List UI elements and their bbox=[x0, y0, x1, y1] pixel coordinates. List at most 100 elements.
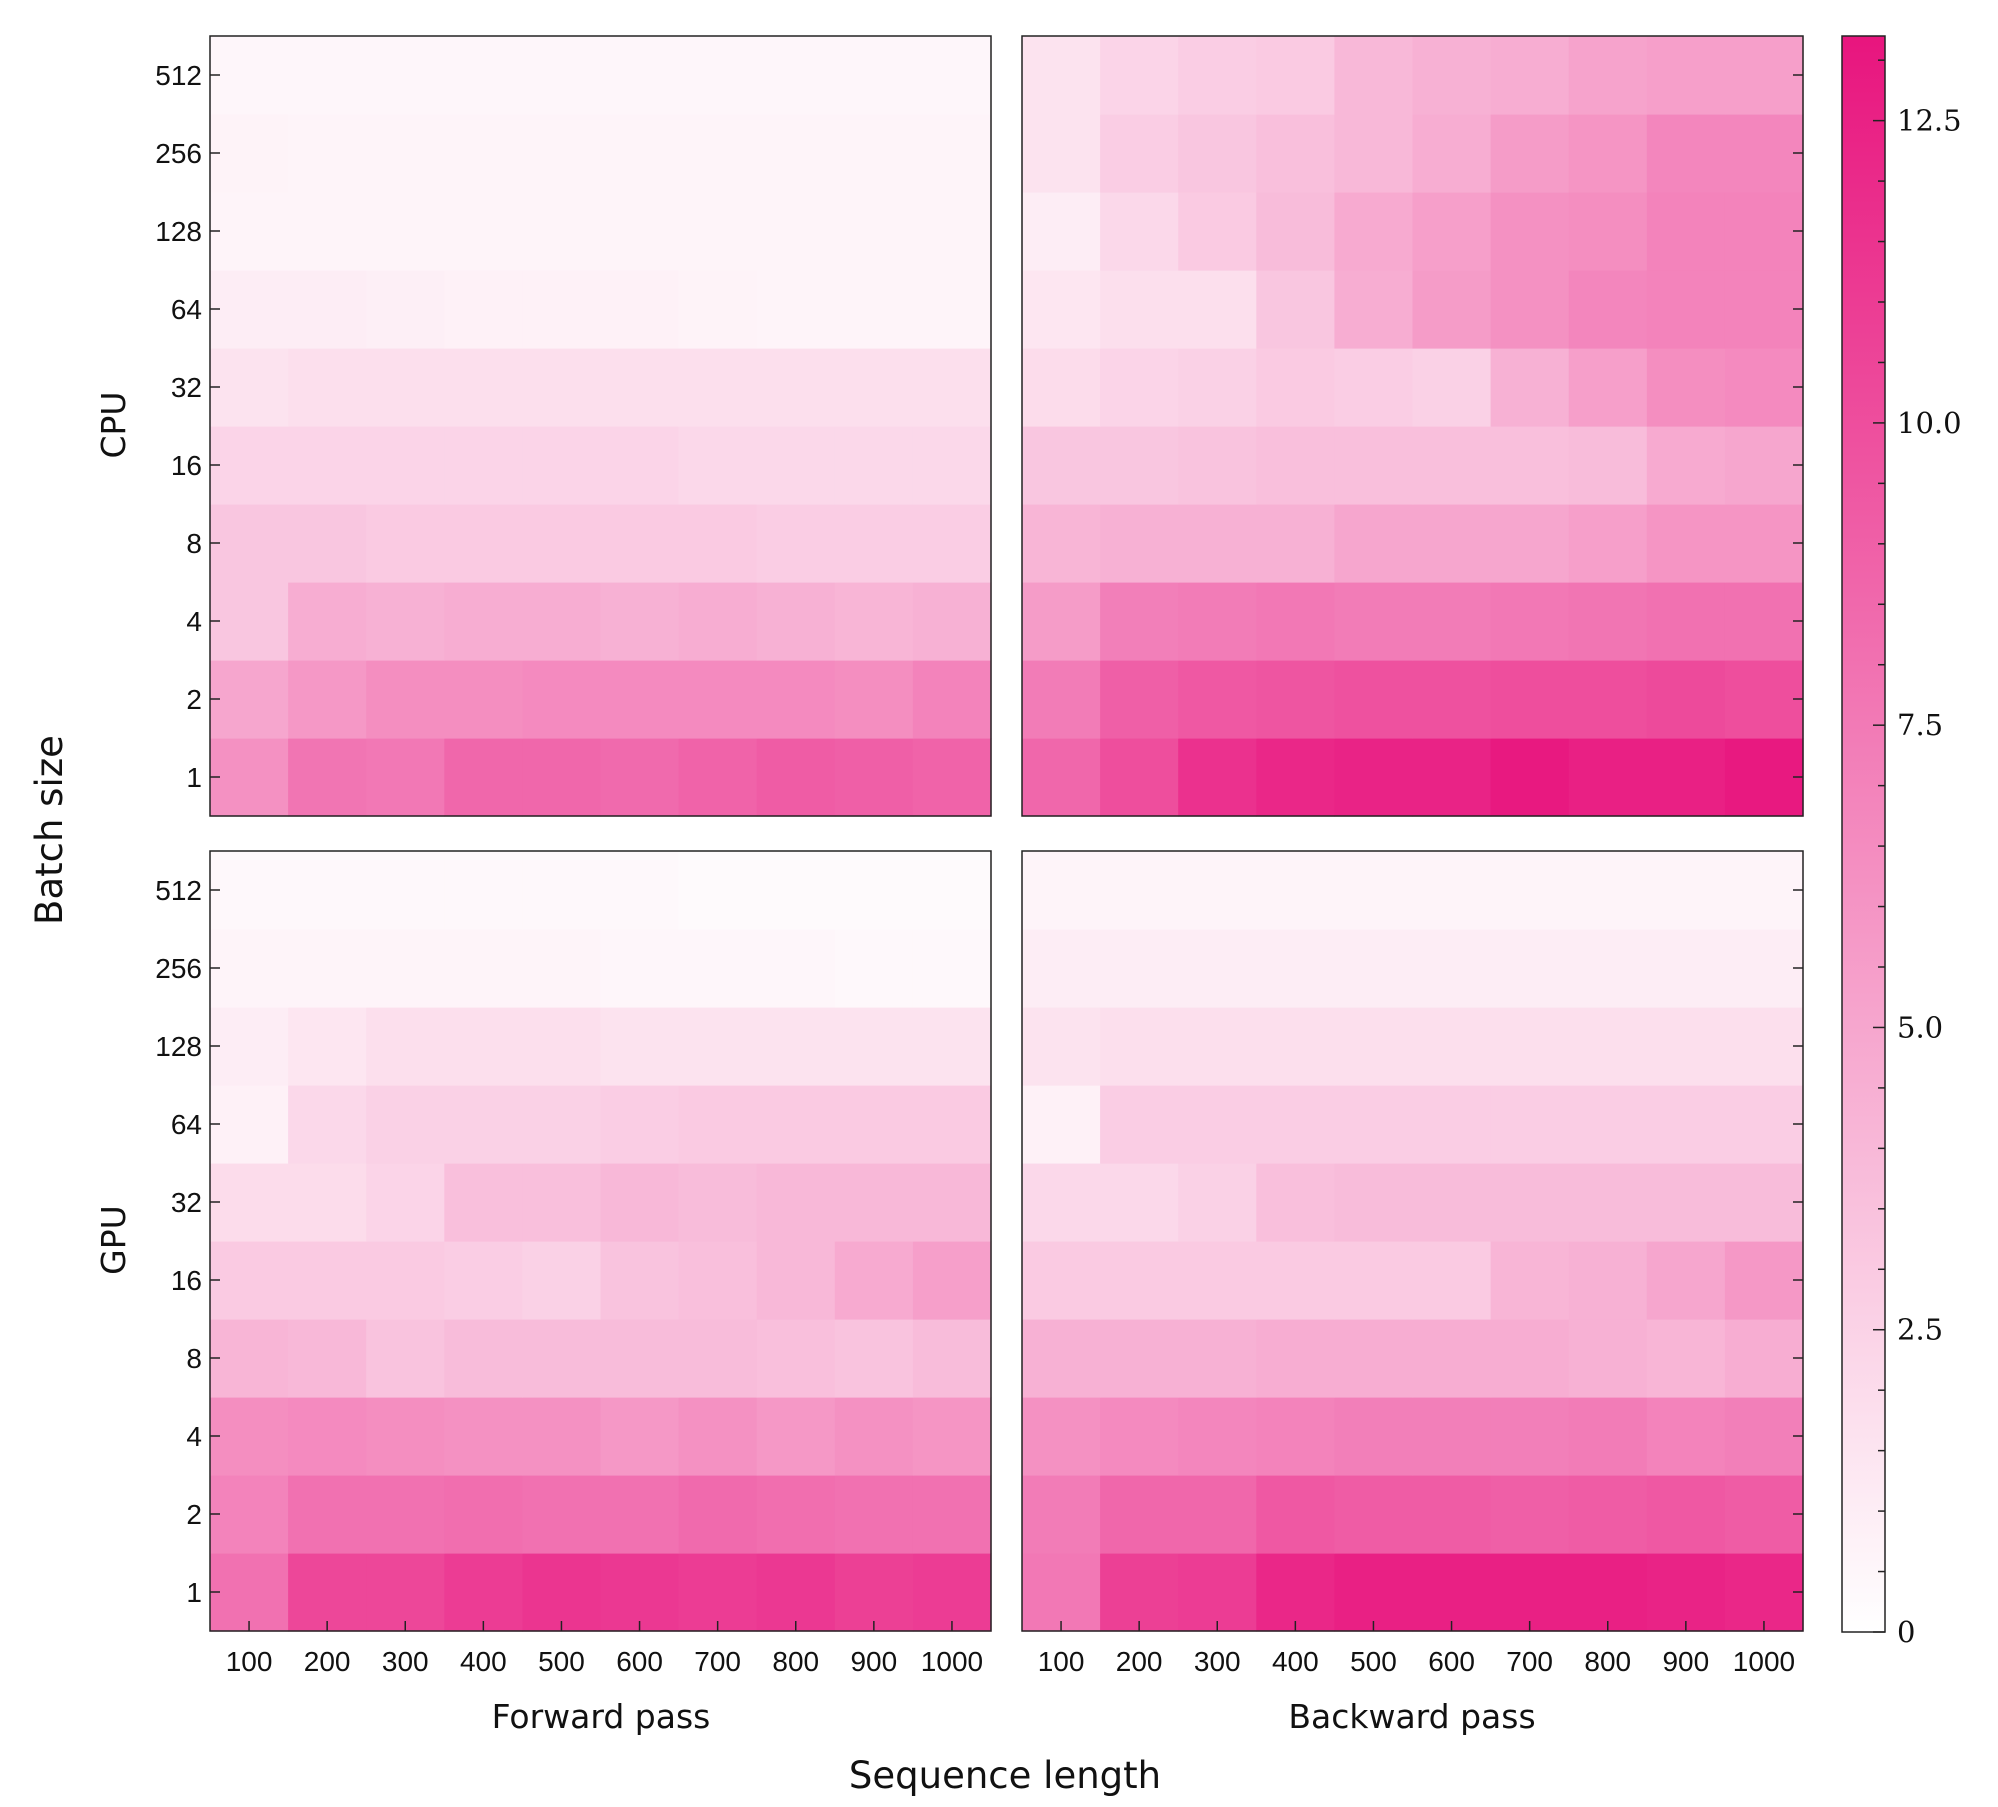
heatmap-cell bbox=[522, 851, 602, 930]
heatmap-cell bbox=[1022, 582, 1101, 661]
heatmap-cell bbox=[1022, 1319, 1101, 1398]
heatmap-cell bbox=[366, 851, 445, 930]
y-tick-label: 64 bbox=[171, 1109, 202, 1140]
heatmap-cell bbox=[912, 1553, 992, 1632]
heatmap-cell bbox=[600, 738, 680, 817]
panel-cpu-backward bbox=[1021, 35, 1804, 817]
y-tick-label: 64 bbox=[171, 294, 202, 325]
heatmap-cell bbox=[600, 1397, 680, 1476]
heatmap-cell bbox=[600, 851, 680, 930]
x-tick-label: 300 bbox=[382, 1646, 429, 1677]
heatmap-cell bbox=[522, 348, 602, 427]
heatmap-cell bbox=[366, 1007, 445, 1086]
heatmap-cell bbox=[1724, 929, 1804, 1008]
heatmap-cell bbox=[756, 1085, 836, 1164]
heatmap-cell bbox=[1412, 1241, 1492, 1320]
heatmap-cell bbox=[444, 192, 523, 271]
heatmap-cell bbox=[1022, 1241, 1101, 1320]
heatmap-cell bbox=[522, 1163, 602, 1242]
heatmap-cell bbox=[210, 426, 289, 505]
heatmap-cell bbox=[600, 114, 680, 193]
x-tick-label: 700 bbox=[1506, 1646, 1553, 1677]
panel-gpu-forward: 1 2 4 8 16 32 64 128 256 512 100 200 300 400 500 600 700… bbox=[155, 850, 992, 1677]
heatmap-cell bbox=[678, 348, 758, 427]
heatmap-cell bbox=[210, 1085, 289, 1164]
heatmap-cell bbox=[1568, 114, 1648, 193]
x-tick-label: 800 bbox=[772, 1646, 819, 1677]
heatmap-cell bbox=[1178, 1319, 1257, 1398]
heatmap-cell bbox=[1490, 270, 1570, 349]
heatmap-cell bbox=[444, 426, 523, 505]
heatmap-cell bbox=[1256, 1241, 1335, 1320]
heatmap-cell bbox=[1412, 348, 1492, 427]
heatmap-cell bbox=[834, 660, 914, 739]
heatmap-cell bbox=[444, 348, 523, 427]
heatmap-cell bbox=[834, 738, 914, 817]
x-tick-label: 900 bbox=[1662, 1646, 1709, 1677]
heatmap-cell bbox=[1490, 929, 1570, 1008]
heatmap-cell bbox=[756, 270, 836, 349]
heatmap-cell bbox=[1724, 1241, 1804, 1320]
heatmap-cell bbox=[1412, 1085, 1492, 1164]
heatmap-cell bbox=[1568, 660, 1648, 739]
heatmap-cell bbox=[1568, 1007, 1648, 1086]
y-tick-label: 256 bbox=[155, 953, 202, 984]
heatmap-cell bbox=[366, 270, 445, 349]
heatmap-cell bbox=[1568, 270, 1648, 349]
heatmap-cell bbox=[756, 1007, 836, 1086]
heatmap-cell bbox=[1490, 582, 1570, 661]
x-axis-label: Sequence length bbox=[849, 1754, 1161, 1797]
heatmap-cell bbox=[756, 114, 836, 193]
heatmap-cell bbox=[1568, 1163, 1648, 1242]
heatmap-cell bbox=[1256, 1163, 1335, 1242]
heatmap-cell bbox=[288, 1475, 367, 1554]
heatmap-cell bbox=[1334, 114, 1414, 193]
heatmap-cell bbox=[912, 1475, 992, 1554]
heatmap-cell bbox=[522, 36, 602, 115]
heatmap-cell bbox=[1646, 270, 1726, 349]
heatmap-cell bbox=[210, 738, 289, 817]
heatmap-cell bbox=[1646, 36, 1726, 115]
heatmap-cell bbox=[1412, 1319, 1492, 1398]
heatmap-cell bbox=[1022, 1475, 1101, 1554]
x-tick-label: 500 bbox=[538, 1646, 585, 1677]
heatmap-cell bbox=[444, 1475, 523, 1554]
x-tick-label: 400 bbox=[460, 1646, 507, 1677]
heatmap-cell bbox=[210, 1553, 289, 1632]
heatmap-cell bbox=[366, 660, 445, 739]
heatmap-cell bbox=[288, 660, 367, 739]
heatmap-cell bbox=[1100, 929, 1179, 1008]
heatmap-cell bbox=[1568, 851, 1648, 930]
heatmap-cell bbox=[912, 36, 992, 115]
heatmap-cell bbox=[366, 929, 445, 1008]
panel-gpu-backward: 100 200 300 400 500 600 700 800 900 1000 bbox=[1021, 850, 1804, 1677]
heatmap-cell bbox=[1646, 929, 1726, 1008]
heatmap-cell bbox=[1022, 738, 1101, 817]
heatmap-cell bbox=[756, 660, 836, 739]
heatmap-cell bbox=[1646, 192, 1726, 271]
heatmap-cell bbox=[1490, 1397, 1570, 1476]
heatmap-cell bbox=[210, 929, 289, 1008]
heatmap-cell bbox=[288, 504, 367, 583]
heatmap-cell bbox=[288, 851, 367, 930]
heatmap-cell bbox=[366, 1241, 445, 1320]
heatmap-cell bbox=[1412, 1475, 1492, 1554]
heatmap-cell bbox=[834, 348, 914, 427]
heatmap-cell bbox=[288, 1553, 367, 1632]
heatmap-cell bbox=[1646, 1475, 1726, 1554]
heatmap-cell bbox=[1724, 504, 1804, 583]
heatmap-cell bbox=[756, 582, 836, 661]
heatmap-cell bbox=[366, 36, 445, 115]
panel-frame bbox=[209, 850, 992, 1632]
y-tick-label: 2 bbox=[186, 1499, 202, 1530]
heatmap-cell bbox=[288, 738, 367, 817]
heatmap-cell bbox=[1178, 738, 1257, 817]
y-tick-label: 512 bbox=[155, 60, 202, 91]
heatmap-cell bbox=[210, 114, 289, 193]
heatmap-cell bbox=[1100, 270, 1179, 349]
heatmap-cell bbox=[1178, 504, 1257, 583]
heatmap-cell bbox=[678, 1163, 758, 1242]
heatmap-cell bbox=[912, 851, 992, 930]
heatmap-cell bbox=[522, 1085, 602, 1164]
heatmap-cell bbox=[366, 1163, 445, 1242]
